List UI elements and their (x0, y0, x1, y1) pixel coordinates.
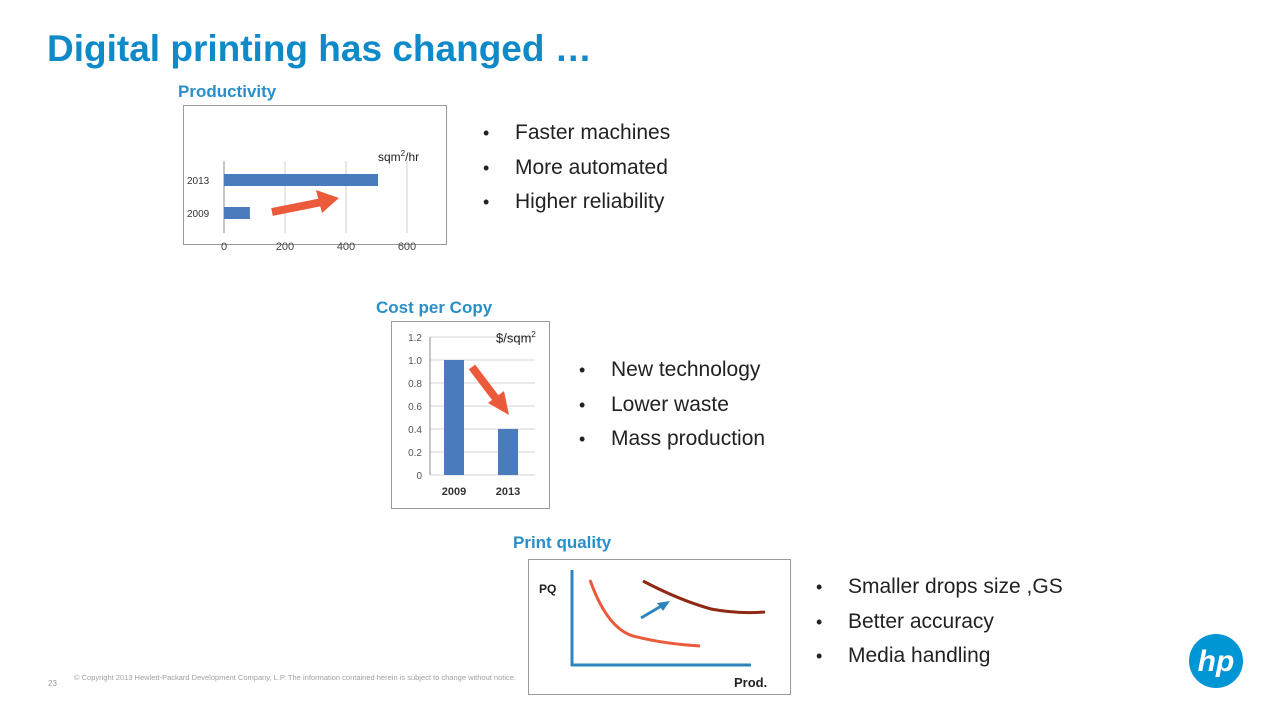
page-title: Digital printing has changed … (47, 28, 592, 69)
quality-curve-upper (642, 579, 766, 615)
bullet-item: New technology (577, 353, 765, 388)
cost-y-tick: 0.6 (408, 402, 422, 413)
bullet-item: Media handling (814, 639, 1063, 674)
cost-trend-arrowhead (488, 391, 509, 415)
productivity-unit: sqm2/hr (378, 149, 420, 164)
bullet-item: More automated (481, 151, 670, 186)
cost-category-label: 2013 (496, 486, 520, 498)
copyright-notice: © Copyright 2013 Hewlett-Packard Develop… (74, 673, 517, 682)
quality-arrowhead (657, 601, 670, 611)
cost-category-label: 2009 (442, 486, 466, 498)
cost-y-tick: 1.2 (408, 333, 422, 344)
bullet-item: Mass production (577, 422, 765, 457)
cost-trend-arrow (468, 364, 501, 403)
bullet-item: Faster machines (481, 116, 670, 151)
hp-logo-circle (1189, 634, 1243, 688)
productivity-x-tick: 600 (398, 241, 416, 253)
cost-y-tick: 0.8 (408, 379, 422, 390)
productivity-chart-svg: 0 200 400 600 2013 2009 (187, 161, 416, 253)
cost-y-tick: 0.4 (408, 425, 422, 436)
productivity-section-title: Productivity (178, 82, 277, 101)
productivity-trend-arrow (271, 198, 323, 216)
productivity-trend-arrowhead (316, 190, 339, 213)
cost-y-tick: 0 (416, 471, 422, 482)
hp-logo: hp (1189, 634, 1243, 688)
quality-y-label: PQ (539, 582, 556, 596)
bullet-item: Smaller drops size ,GS (814, 570, 1063, 605)
quality-curve-lower (588, 579, 701, 648)
bullet-item: Lower waste (577, 388, 765, 423)
productivity-x-tick: 400 (337, 241, 355, 253)
quality-section-title: Print quality (513, 533, 612, 552)
quality-improvement-arrow (640, 603, 664, 620)
cost-y-tick: 1.0 (408, 356, 422, 367)
cost-chart-svg: 0 0.2 0.4 0.6 0.8 1.0 1.2 2009 2013 (408, 333, 535, 498)
productivity-category-label: 2013 (187, 176, 210, 187)
cost-bar (498, 429, 518, 475)
cost-chart: 0 0.2 0.4 0.6 0.8 1.0 1.2 2009 2013 $/sqm2 (391, 321, 550, 509)
quality-bullets: Smaller drops size ,GS Better accuracy M… (814, 570, 1063, 674)
cost-bar (444, 360, 464, 475)
productivity-category-label: 2009 (187, 209, 210, 220)
productivity-x-tick: 200 (276, 241, 294, 253)
page-number: 23 (48, 679, 57, 688)
productivity-bullets: Faster machines More automated Higher re… (481, 116, 670, 220)
cost-bullets: New technology Lower waste Mass producti… (577, 353, 765, 457)
productivity-chart: 0 200 400 600 2013 2009 sqm2/hr (183, 105, 447, 253)
productivity-bar (224, 174, 379, 186)
quality-chart: PQ Prod. (528, 559, 791, 695)
quality-chart-svg: PQ Prod. (539, 570, 767, 690)
bullet-item: Higher reliability (481, 185, 670, 220)
productivity-x-tick: 0 (221, 241, 227, 253)
productivity-bar (224, 207, 250, 219)
bullet-item: Better accuracy (814, 605, 1063, 640)
cost-section-title: Cost per Copy (376, 298, 493, 317)
cost-unit: $/sqm2 (496, 330, 536, 346)
quality-x-label: Prod. (734, 675, 767, 690)
cost-y-tick: 0.2 (408, 448, 422, 459)
hp-logo-text: hp (1198, 645, 1235, 678)
